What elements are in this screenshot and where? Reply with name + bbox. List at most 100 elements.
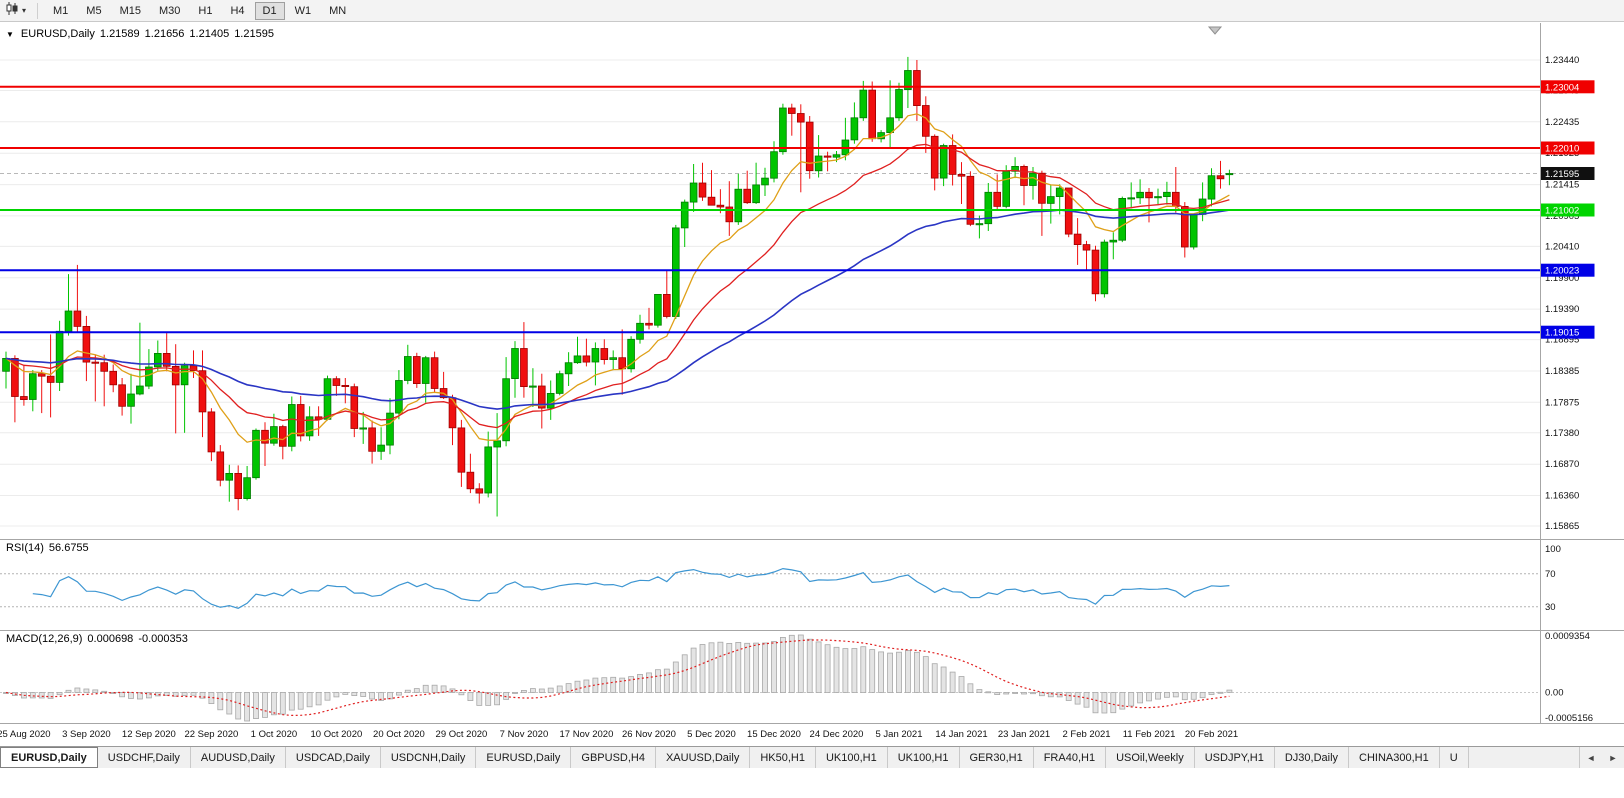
svg-text:1.21415: 1.21415 — [1545, 180, 1579, 191]
rsi-indicator-label: RSI(14) 56.6755 — [6, 542, 89, 554]
date-axis[interactable]: 25 Aug 2020 3 Sep 2020 12 Sep 2020 22 Sep 2… — [0, 729, 1238, 740]
rsi-name: RSI(14) — [6, 542, 44, 554]
symbol-tabs: EURUSD,Daily USDCHF,Daily AUDUSD,Daily USDC… — [0, 747, 1579, 768]
svg-text:1.15865: 1.15865 — [1545, 521, 1579, 532]
symbol-tab[interactable]: UK100,H1 — [816, 747, 888, 768]
symbol-tab[interactable]: XAUUSD,Daily — [656, 747, 751, 768]
svg-text:26 Nov 2020: 26 Nov 2020 — [622, 729, 676, 740]
svg-text:2 Feb 2021: 2 Feb 2021 — [1062, 729, 1110, 740]
svg-text:1.20410: 1.20410 — [1545, 241, 1579, 252]
svg-text:20 Oct 2020: 20 Oct 2020 — [373, 729, 425, 740]
symbol-tab[interactable]: USOil,Weekly — [1106, 747, 1195, 768]
timeframe-button-W1[interactable]: W1 — [294, 4, 312, 17]
symbol-tab[interactable]: GER30,H1 — [960, 747, 1034, 768]
symbol-tab[interactable]: USDJPY,H1 — [1195, 747, 1275, 768]
macd-pane[interactable] — [0, 634, 1540, 722]
svg-text:3 Sep 2020: 3 Sep 2020 — [62, 729, 111, 740]
svg-text:0.00: 0.00 — [1545, 687, 1564, 698]
svg-text:100: 100 — [1545, 544, 1561, 555]
symbol-tab[interactable]: AUDUSD,Daily — [191, 747, 286, 768]
timeframe-button-M1[interactable]: M1 — [53, 4, 69, 17]
svg-text:0.0009354: 0.0009354 — [1545, 631, 1590, 642]
symbol-tab[interactable]: USDCAD,Daily — [286, 747, 381, 768]
price-chart[interactable]: 1.234401.229451.224351.219251.214151.209… — [0, 23, 1624, 746]
svg-text:29 Oct 2020: 29 Oct 2020 — [436, 729, 488, 740]
symbol-tab[interactable]: USDCNH,Daily — [381, 747, 477, 768]
timeframe-button-D1[interactable]: D1 — [254, 1, 285, 20]
svg-text:5 Jan 2021: 5 Jan 2021 — [875, 729, 922, 740]
timeframe-button-H4[interactable]: H4 — [230, 4, 245, 17]
candlestick-chart-icon — [5, 1, 20, 20]
timeframe-button-M30[interactable]: M30 — [158, 4, 181, 17]
timeframe-button-M15[interactable]: M15 — [119, 4, 141, 17]
svg-text:1.20023: 1.20023 — [1545, 266, 1579, 277]
chart-type-button[interactable]: ▾ — [0, 0, 31, 22]
one-click-panel-arrow-icon[interactable]: ▼ — [6, 29, 14, 39]
symbol-tab[interactable]: U — [1440, 747, 1469, 768]
svg-text:1.22435: 1.22435 — [1545, 117, 1579, 128]
tab-scroll-arrows: ◄ ► — [1579, 747, 1624, 768]
symbol-tabbar: EURUSD,Daily USDCHF,Daily AUDUSD,Daily USDC… — [0, 746, 1624, 768]
svg-text:11 Feb 2021: 11 Feb 2021 — [1123, 729, 1176, 740]
svg-text:10 Oct 2020: 10 Oct 2020 — [311, 729, 363, 740]
timeframe-toolbar: ▾ M1 M5 M15 M30 H1 H4 D1 W1 MN — [0, 0, 1624, 22]
svg-text:1.16870: 1.16870 — [1545, 459, 1579, 470]
svg-text:23 Jan 2021: 23 Jan 2021 — [998, 729, 1050, 740]
svg-text:1 Oct 2020: 1 Oct 2020 — [251, 729, 297, 740]
svg-text:1.19390: 1.19390 — [1545, 304, 1579, 315]
svg-text:25 Aug 2020: 25 Aug 2020 — [0, 729, 51, 740]
symbol-tab[interactable]: EURUSD,Daily — [0, 747, 98, 768]
timeframe-button-M5[interactable]: M5 — [86, 4, 102, 17]
symbol-tab[interactable]: USDCHF,Daily — [98, 747, 191, 768]
rsi-pane[interactable] — [0, 567, 1540, 609]
ohlc-close: 1.21595 — [234, 28, 274, 40]
svg-text:1.23440: 1.23440 — [1545, 55, 1579, 66]
svg-text:1.19015: 1.19015 — [1545, 328, 1579, 339]
svg-text:7 Nov 2020: 7 Nov 2020 — [500, 729, 549, 740]
symbol-tab[interactable]: EURUSD,Daily — [476, 747, 572, 768]
ohlc-high: 1.21656 — [144, 28, 185, 40]
symbol-tab[interactable]: CHINA300,H1 — [1349, 747, 1440, 768]
timeframe-button-MN[interactable]: MN — [329, 4, 347, 17]
chart-symbol-period: EURUSD,Daily — [20, 28, 95, 40]
symbol-tab[interactable]: UK100,H1 — [888, 747, 960, 768]
ohlc-open: 1.21589 — [99, 28, 140, 40]
svg-text:1.17380: 1.17380 — [1545, 428, 1579, 439]
symbol-tab[interactable]: DJ30,Daily — [1275, 747, 1350, 768]
symbol-tab[interactable]: HK50,H1 — [750, 747, 816, 768]
svg-text:1.18385: 1.18385 — [1545, 366, 1579, 377]
svg-text:24 Dec 2020: 24 Dec 2020 — [810, 729, 864, 740]
svg-text:1.17875: 1.17875 — [1545, 397, 1579, 408]
svg-text:20 Feb 2021: 20 Feb 2021 — [1185, 729, 1238, 740]
chart-shift-marker-icon — [1207, 26, 1223, 35]
tab-scroll-left-button[interactable]: ◄ — [1586, 752, 1596, 763]
svg-text:70: 70 — [1545, 569, 1556, 580]
svg-text:30: 30 — [1545, 602, 1556, 613]
chart-title: ▼ EURUSD,Daily 1.21589 1.21656 1.21405 1… — [6, 28, 274, 40]
main-pane[interactable] — [0, 26, 1540, 527]
svg-text:1.22010: 1.22010 — [1545, 143, 1579, 154]
svg-text:12 Sep 2020: 12 Sep 2020 — [122, 729, 176, 740]
svg-text:15 Dec 2020: 15 Dec 2020 — [747, 729, 801, 740]
chevron-down-icon: ▾ — [22, 6, 27, 15]
timeframe-button-H1[interactable]: H1 — [198, 4, 213, 17]
svg-text:1.21595: 1.21595 — [1545, 169, 1579, 180]
macd-indicator-label: MACD(12,26,9) 0.000698 -0.000353 — [6, 633, 188, 645]
symbol-tab[interactable]: GBPUSD,H4 — [571, 747, 656, 768]
timeframe-group: M1 M5 M15 M30 H1 H4 D1 W1 MN — [44, 1, 355, 20]
price-scale[interactable]: 1.234401.229451.224351.219251.214151.209… — [1540, 55, 1595, 724]
svg-text:1.16360: 1.16360 — [1545, 491, 1579, 502]
chart-window[interactable]: 1.234401.229451.224351.219251.214151.209… — [0, 23, 1624, 746]
svg-text:17 Nov 2020: 17 Nov 2020 — [560, 729, 614, 740]
toolbar-separator — [37, 2, 39, 19]
macd-name: MACD(12,26,9) — [6, 633, 83, 645]
macd-main-value: 0.000698 — [87, 633, 134, 645]
symbol-tab[interactable]: FRA40,H1 — [1034, 747, 1107, 768]
svg-text:1.21002: 1.21002 — [1545, 205, 1579, 216]
macd-signal-value: -0.000353 — [138, 633, 188, 645]
svg-text:1.23004: 1.23004 — [1545, 82, 1579, 93]
svg-text:-0.0005156: -0.0005156 — [1545, 713, 1593, 724]
tab-scroll-right-button[interactable]: ► — [1608, 752, 1618, 763]
svg-text:22 Sep 2020: 22 Sep 2020 — [184, 729, 238, 740]
svg-text:5 Dec 2020: 5 Dec 2020 — [687, 729, 736, 740]
